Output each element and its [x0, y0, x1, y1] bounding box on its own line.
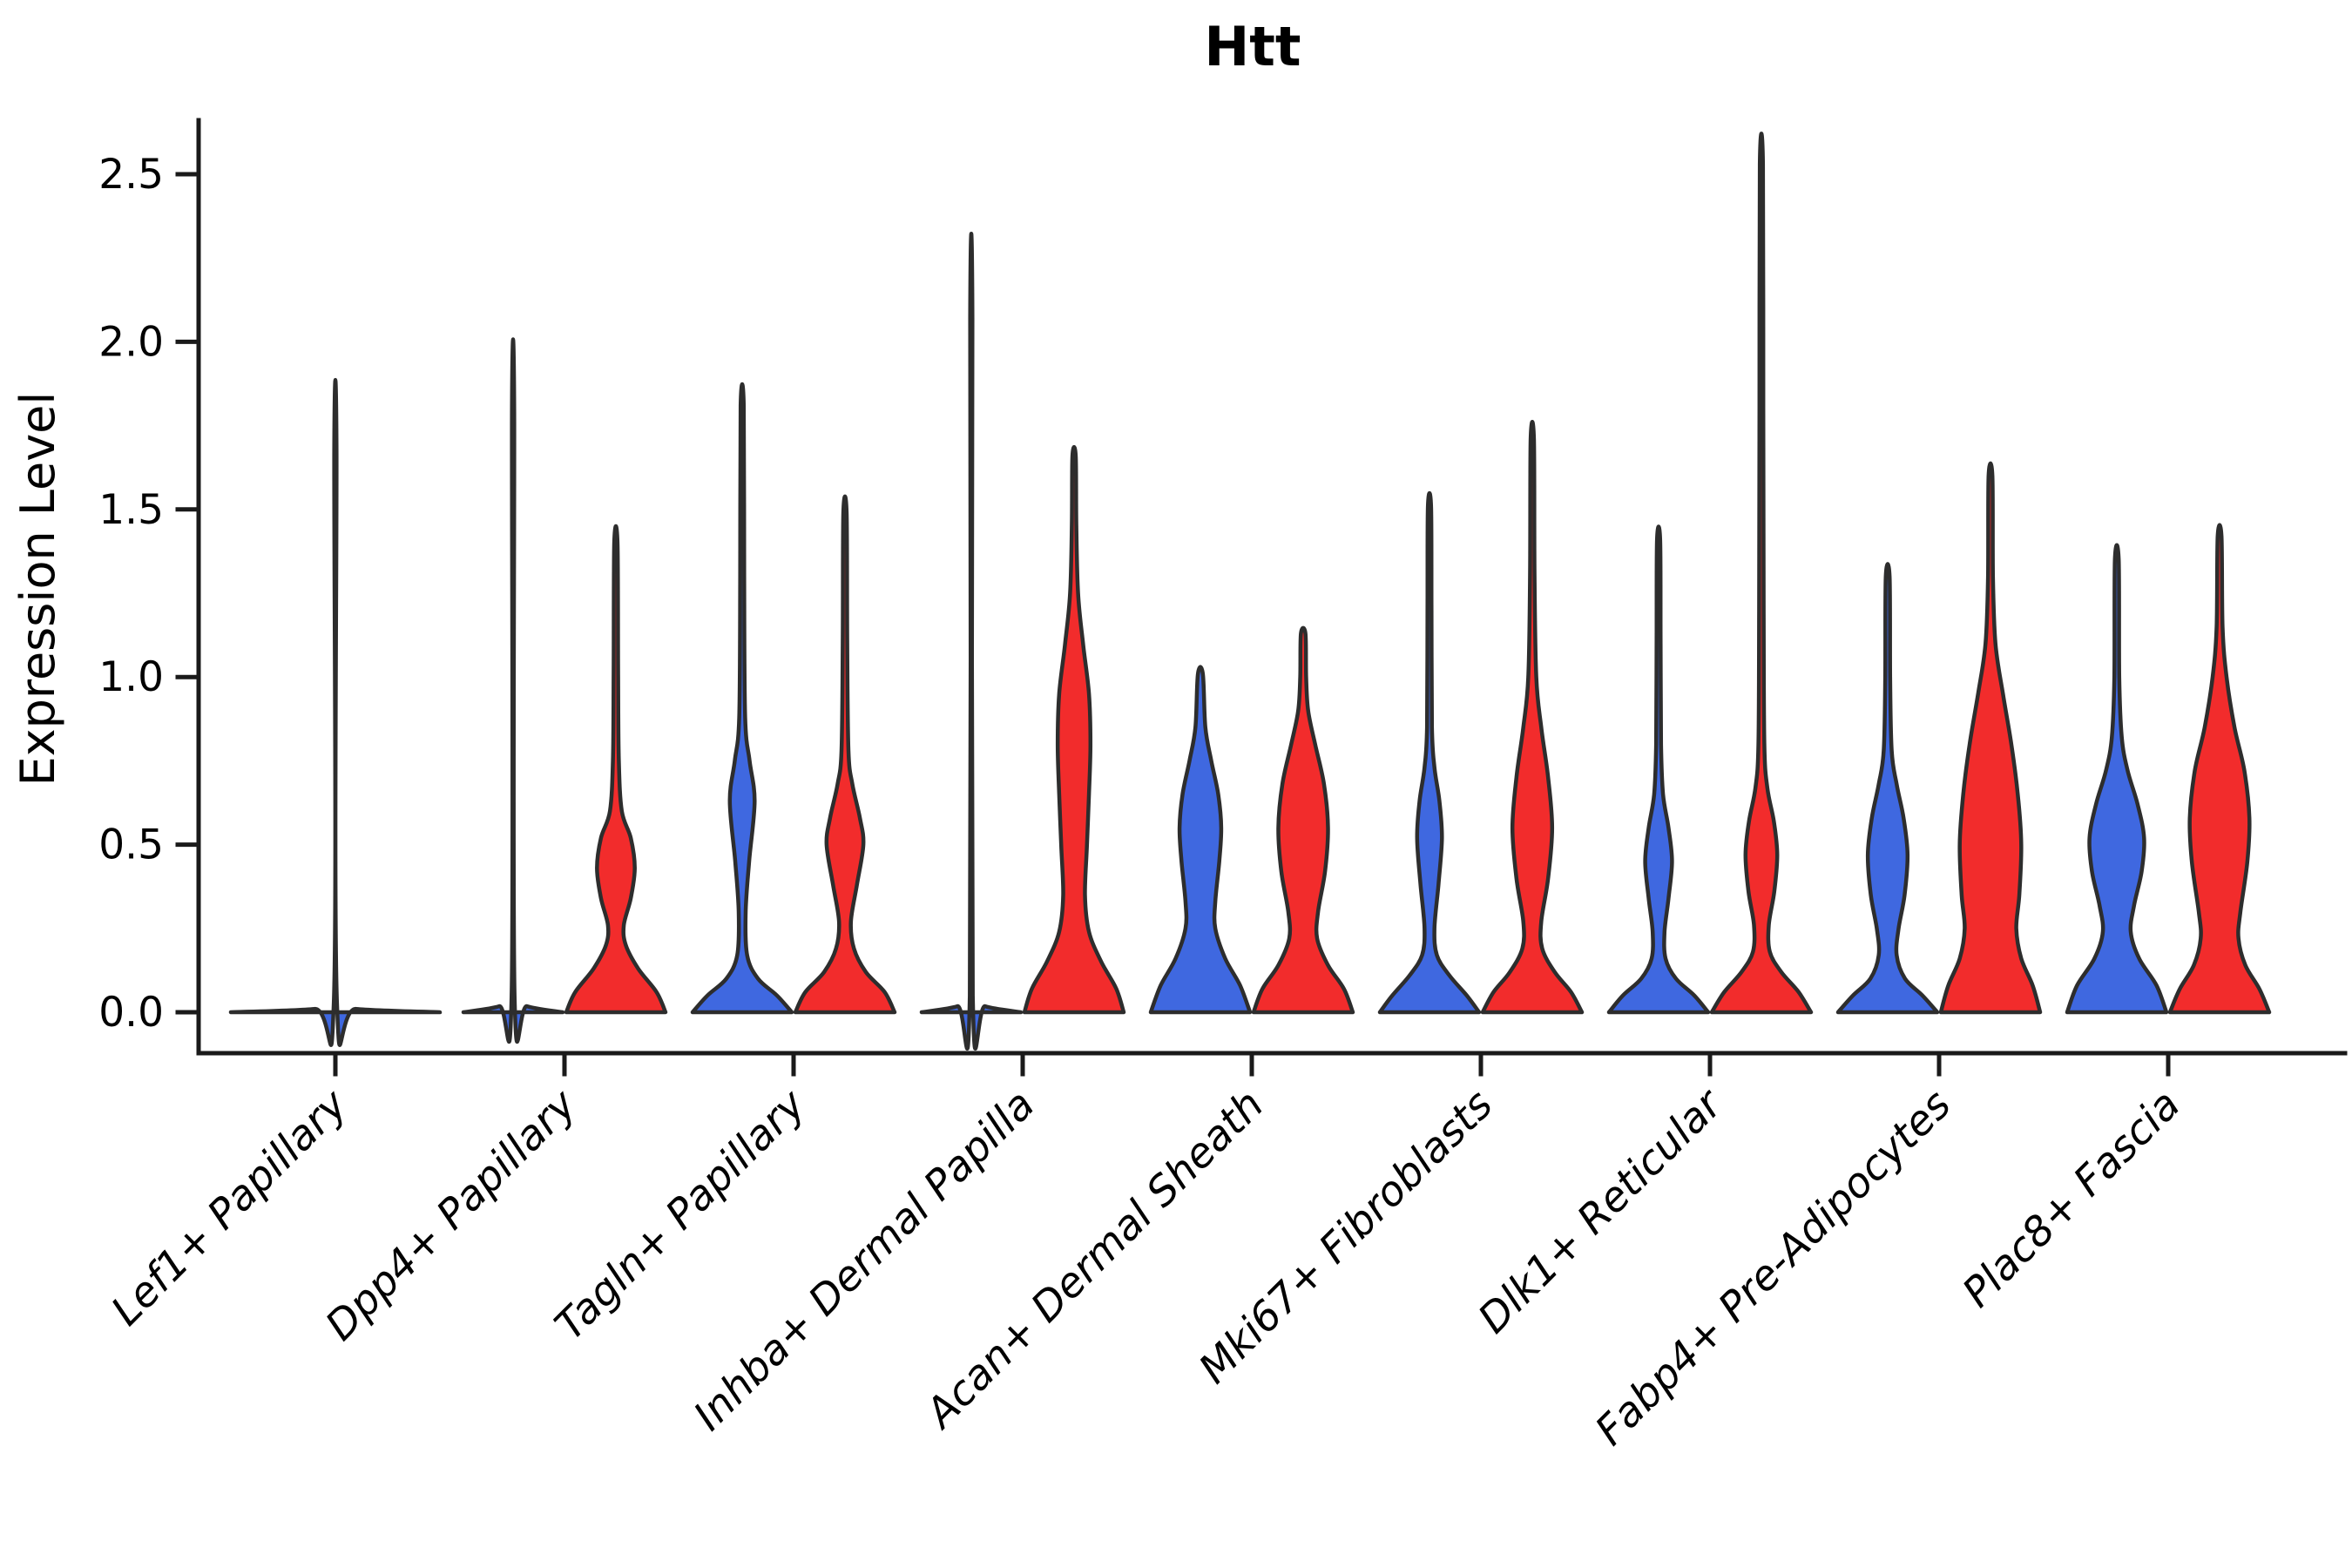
x-tick-label-dlk1-reticular: Dlk1+ Reticular: [1470, 1079, 1734, 1343]
violin-lef1-papillary-single: [228, 378, 443, 1047]
violin-tagln-papillary-blue: [690, 382, 794, 1015]
violins-layer: [228, 132, 2272, 1051]
axes-layer: [175, 118, 2348, 1077]
y-tick-label: 1.5: [98, 486, 164, 534]
violin-inhba-dermal-papilla-red: [1022, 444, 1126, 1015]
y-tick-label: 0.0: [98, 989, 164, 1037]
x-tick-label-tagln-papillary: Tagln+ Papillary: [546, 1080, 816, 1350]
violin-mki67-fibroblasts-blue: [1377, 490, 1482, 1015]
violin-acan-dermal-sheath-blue: [1148, 665, 1253, 1015]
violin-dlk1-reticular-red: [1709, 132, 1814, 1015]
violin-dpp4-papillary-red: [564, 524, 668, 1015]
violin-fabp4-pre-adipocytes-red: [1938, 461, 2043, 1015]
violin-fabp4-pre-adipocytes-blue: [1835, 562, 1940, 1015]
y-tick-label: 0.5: [98, 821, 164, 869]
y-tick-label: 2.5: [98, 151, 164, 199]
x-tick-label-plac8-fascia: Plac8+ Fascia: [1953, 1081, 2189, 1317]
y-axis-title: Expression Level: [10, 392, 65, 787]
violin-tagln-papillary-red: [793, 494, 897, 1015]
violin-inhba-dermal-papilla-blue: [919, 232, 1024, 1051]
x-tick-label-dpp4-papillary: Dpp4+ Papillary: [316, 1080, 586, 1350]
x-tick-label-lef1-papillary: Lef1+ Papillary: [102, 1080, 357, 1335]
chart-title: Htt: [1204, 15, 1301, 78]
violin-plac8-fascia-red: [2167, 523, 2272, 1015]
violin-dpp4-papillary-blue: [461, 337, 565, 1044]
violin-dlk1-reticular-blue: [1606, 524, 1711, 1015]
y-tick-label: 1.0: [98, 653, 164, 701]
violin-plac8-fascia-blue: [2065, 543, 2169, 1015]
violin-mki67-fibroblasts-red: [1480, 420, 1585, 1015]
violin-acan-dermal-sheath-red: [1251, 625, 1355, 1015]
y-tick-label: 2.0: [98, 318, 164, 366]
